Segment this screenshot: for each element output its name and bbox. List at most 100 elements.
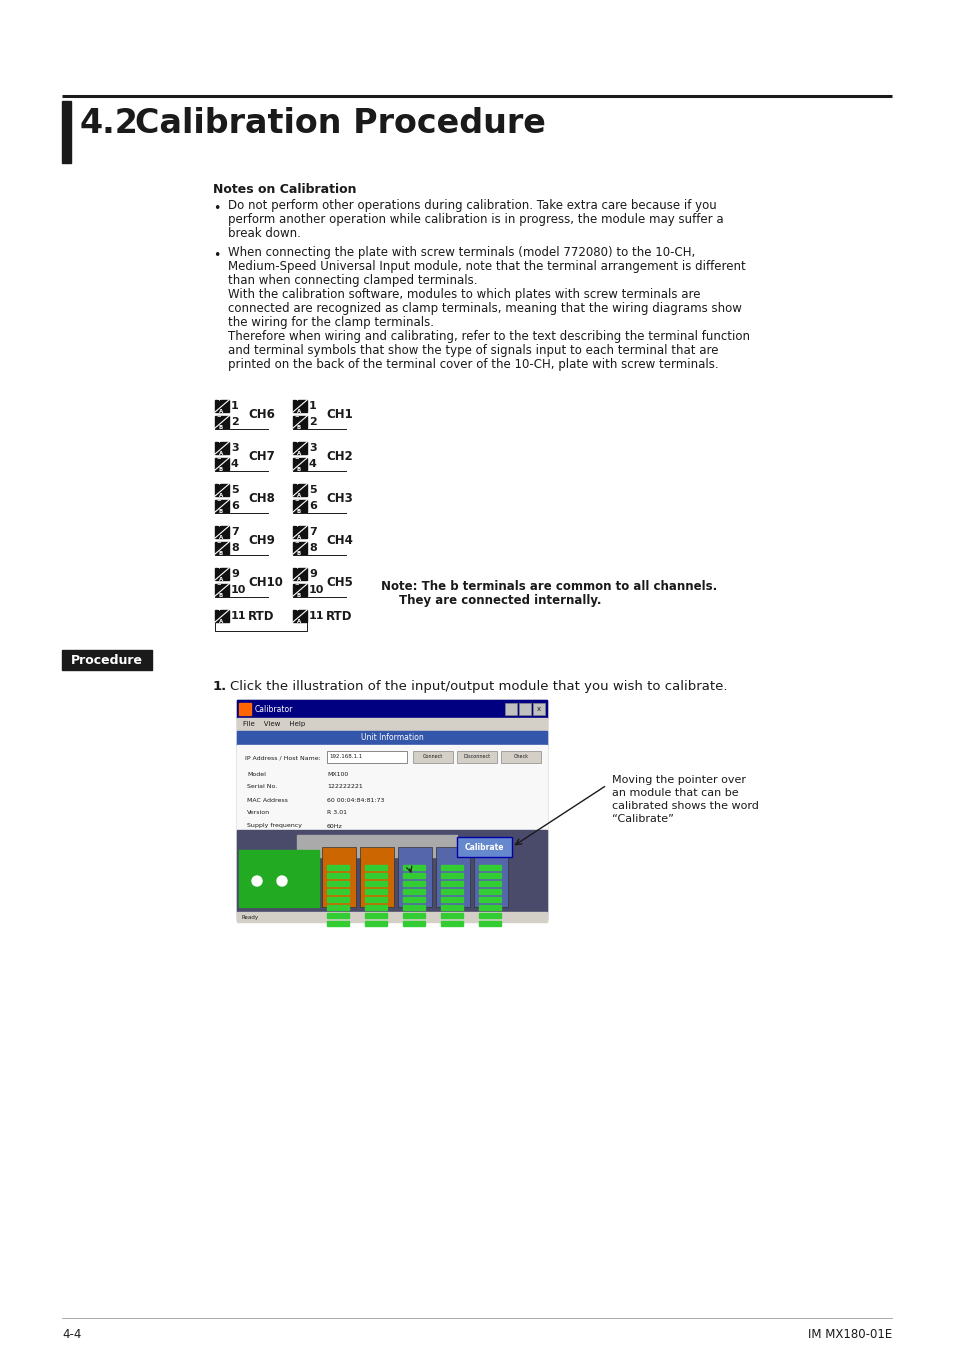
Bar: [440, 904, 462, 910]
Bar: [214, 585, 229, 595]
Text: Ready: Ready: [242, 914, 259, 919]
Text: IP Address / Host Name:: IP Address / Host Name:: [245, 756, 320, 760]
Text: A: A: [296, 409, 301, 414]
Text: Do not perform other operations during calibration. Take extra care because if y: Do not perform other operations during c…: [228, 198, 716, 212]
Text: −: −: [215, 580, 220, 586]
Text: •: •: [213, 248, 220, 262]
Bar: [413, 751, 453, 763]
Text: +: +: [294, 522, 298, 528]
Bar: [365, 913, 387, 918]
Text: R 3.01: R 3.01: [327, 810, 347, 815]
Bar: [293, 541, 307, 554]
Bar: [293, 416, 307, 428]
Text: B: B: [218, 425, 223, 431]
Text: CH2: CH2: [326, 450, 353, 463]
Text: break down.: break down.: [228, 227, 300, 240]
Text: +: +: [215, 608, 220, 612]
Text: B: B: [218, 593, 223, 598]
Text: −: −: [294, 455, 298, 460]
Text: MAC Address: MAC Address: [247, 798, 288, 802]
Bar: [402, 913, 424, 918]
Text: A: A: [218, 493, 223, 498]
Text: RTD: RTD: [248, 609, 274, 622]
Text: They are connected internally.: They are connected internally.: [398, 594, 601, 608]
Text: than when connecting clamped terminals.: than when connecting clamped terminals.: [228, 274, 477, 288]
Text: 2: 2: [231, 417, 238, 427]
Text: Click the illustration of the input/output module that you wish to calibrate.: Click the illustration of the input/outp…: [230, 680, 727, 693]
Bar: [365, 896, 387, 902]
Text: an module that can be: an module that can be: [612, 788, 738, 798]
Text: 11: 11: [309, 612, 324, 621]
Bar: [214, 485, 229, 495]
Bar: [478, 865, 500, 869]
Bar: [397, 846, 432, 907]
Text: CH10: CH10: [248, 575, 283, 589]
Text: A: A: [296, 535, 301, 540]
Bar: [293, 441, 307, 454]
Text: calibrated shows the word: calibrated shows the word: [612, 801, 758, 811]
Bar: [236, 718, 546, 730]
Bar: [236, 745, 546, 830]
Text: −: −: [215, 539, 220, 544]
Text: B: B: [296, 425, 301, 431]
Bar: [402, 904, 424, 910]
Bar: [402, 865, 424, 869]
Bar: [478, 904, 500, 910]
Text: −: −: [215, 455, 220, 460]
Text: Calibrator: Calibrator: [254, 705, 294, 714]
Bar: [236, 913, 546, 922]
Text: +: +: [294, 397, 298, 402]
Bar: [214, 416, 229, 428]
Text: +: +: [215, 522, 220, 528]
Bar: [440, 921, 462, 926]
Bar: [440, 882, 462, 886]
Bar: [327, 882, 349, 886]
Text: B: B: [296, 509, 301, 514]
Text: +: +: [215, 397, 220, 402]
Bar: [402, 921, 424, 926]
Text: +: +: [294, 439, 298, 444]
Bar: [533, 703, 544, 716]
Bar: [365, 904, 387, 910]
Text: +: +: [294, 608, 298, 612]
Bar: [440, 913, 462, 918]
Text: CH9: CH9: [248, 533, 274, 547]
Text: 3: 3: [309, 443, 316, 454]
Circle shape: [276, 876, 287, 886]
Bar: [214, 500, 229, 512]
Bar: [402, 890, 424, 894]
Text: A: A: [296, 451, 301, 456]
Bar: [456, 751, 497, 763]
Bar: [402, 896, 424, 902]
Text: CH5: CH5: [326, 575, 353, 589]
Text: B: B: [218, 467, 223, 472]
Bar: [478, 882, 500, 886]
Text: Procedure: Procedure: [71, 653, 143, 667]
Text: Note: The b terminals are common to all channels.: Note: The b terminals are common to all …: [380, 580, 717, 593]
Text: 8: 8: [231, 543, 238, 554]
Text: Disconnect: Disconnect: [463, 755, 490, 760]
Text: 5: 5: [309, 485, 316, 495]
Text: 192.168.1.1: 192.168.1.1: [329, 755, 362, 760]
Text: −: −: [294, 580, 298, 586]
Bar: [504, 703, 517, 716]
Text: 4: 4: [231, 459, 238, 468]
Text: B: B: [218, 551, 223, 556]
Text: +: +: [294, 566, 298, 570]
Bar: [293, 400, 307, 412]
Bar: [478, 873, 500, 878]
Text: Version: Version: [247, 810, 270, 815]
Text: RTD: RTD: [326, 609, 352, 622]
Text: 4-4: 4-4: [62, 1328, 81, 1341]
Text: A: A: [296, 620, 301, 624]
Bar: [436, 846, 470, 907]
Bar: [327, 751, 407, 763]
Bar: [214, 458, 229, 470]
Bar: [365, 873, 387, 878]
Bar: [327, 921, 349, 926]
Bar: [365, 882, 387, 886]
Text: B: B: [296, 467, 301, 472]
Bar: [293, 500, 307, 512]
Text: and terminal symbols that show the type of signals input to each terminal that a: and terminal symbols that show the type …: [228, 344, 718, 356]
Text: B: B: [296, 593, 301, 598]
